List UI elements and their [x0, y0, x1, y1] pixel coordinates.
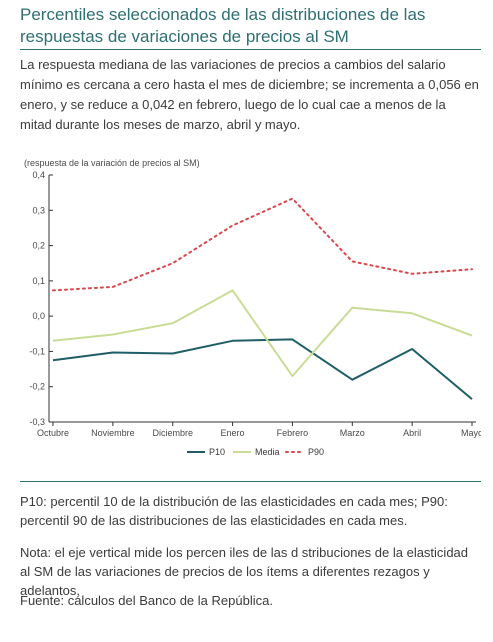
axis-note: Nota: el eje vertical mide los percen il… — [20, 545, 469, 598]
y-tick-label: 0,1 — [32, 276, 45, 286]
source-note: Fuente: cálculos del Banco de la Repúbli… — [20, 593, 273, 608]
y-tick-label: 0,3 — [32, 205, 45, 215]
x-tick-label: Marzo — [340, 428, 365, 438]
y-tick-label: 0,2 — [32, 241, 45, 251]
x-tick-label: Enero — [221, 428, 245, 438]
line-chart: (respuesta de la variación de precios al… — [24, 158, 481, 457]
y-tick-label: -0,1 — [29, 346, 45, 356]
x-tick-label: Octubre — [37, 428, 69, 438]
series-line-p90 — [52, 197, 473, 292]
x-tick-label: Abril — [403, 428, 421, 438]
intro-paragraph: La respuesta mediana de las variaciones … — [20, 57, 479, 132]
notes-divider — [20, 481, 481, 482]
x-tick-label: Mayo — [461, 428, 481, 438]
series-line-p10 — [52, 338, 473, 400]
x-tick-label: Febrero — [277, 428, 309, 438]
y-tick-label: 0,4 — [32, 170, 45, 180]
y-tick-label: -0,2 — [29, 382, 45, 392]
title-divider — [20, 49, 481, 50]
legend-label-p10: P10 — [209, 447, 225, 457]
y-tick-label: -0,3 — [29, 417, 45, 427]
y-axis-label: (respuesta de la variación de precios al… — [24, 158, 200, 168]
x-tick-label: Diciembre — [152, 428, 193, 438]
y-tick-label: 0,0 — [32, 311, 45, 321]
series-line-media — [52, 289, 473, 378]
x-tick-label: Noviembre — [91, 428, 135, 438]
percentile-note: P10: percentil 10 de la distribución de … — [20, 494, 448, 528]
chart-title: Percentiles seleccionados de las distrib… — [20, 5, 426, 46]
legend-label-media: Media — [255, 447, 280, 457]
legend-label-p90: P90 — [308, 447, 324, 457]
